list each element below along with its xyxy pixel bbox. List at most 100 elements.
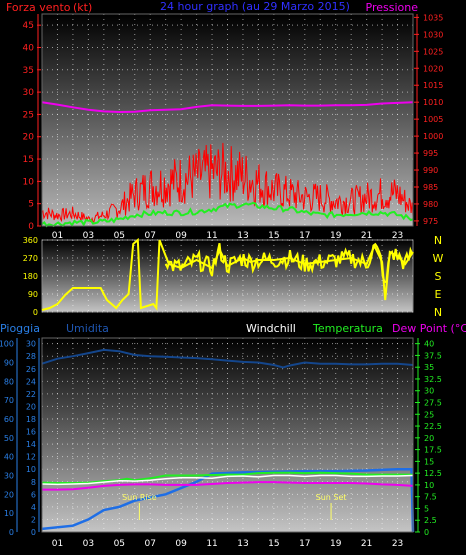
rain-tick-label: 60 [4,415,14,424]
direction-tick-label: 180 [23,272,38,281]
x-tick-label: 11 [206,539,217,549]
y-left-tick-label: 30 [23,88,35,98]
rain-tick-label: 50 [4,434,14,443]
compass-label: S [435,270,442,283]
temperature-line [41,471,413,484]
sun-rise-label: Sun Rise [122,493,157,502]
temperature-tick-label: 30 [424,387,434,396]
x-tick-label: 01 [52,231,63,241]
compass-label: E [435,288,442,301]
x-tick-label: 13 [237,231,248,241]
sun-set-label: Sun Set [316,493,347,502]
rain-tick-label: 70 [4,396,14,405]
label-pioggia: Pioggia [0,322,40,335]
y-right-tick-label: 1030 [423,30,443,39]
temperature-tick-label: 32.5 [424,375,442,384]
temperature-tick-label: 7.5 [424,493,437,502]
y-left-tick-label: 0 [28,222,34,232]
humidity-tick-label: 22 [26,390,36,399]
label-dewpoint: Dew Point (°C) [392,322,466,335]
direction-tick-label: 0 [33,308,38,317]
x-tick-label: 19 [330,231,342,241]
panel-wind-pressure-frame [41,13,414,227]
label-temperatura: Temperatura [312,322,383,335]
direction-tick-label: 360 [23,236,38,245]
rain-tick-label: 0 [9,528,14,537]
humidity-tick-label: 10 [26,465,36,474]
panel-rain-temp-bg [42,338,413,532]
humidity-tick-label: 30 [26,340,36,349]
x-tick-label: 17 [299,231,310,241]
temperature-tick-label: 40 [424,340,434,349]
wind-average-line [41,201,414,228]
panel-rain-temp-frame [41,337,414,533]
x-tick-label: 01 [52,539,63,549]
y-left-tick-label: 15 [23,155,34,165]
y-right-tick-label: 1020 [423,64,443,73]
humidity-tick-label: 16 [26,428,36,437]
x-tick-label: 15 [268,539,279,549]
temperature-tick-label: 25 [424,410,434,419]
rain-tick-label: 90 [4,358,14,367]
humidity-tick-label: 6 [31,490,36,499]
y-right-tick-label: 1000 [423,132,443,141]
chart-title: 24 hour graph (au 29 Marzo 2015) [160,0,350,13]
temperature-tick-label: 2.5 [424,516,437,525]
label-umidita: Umidita [66,322,109,335]
humidity-tick-label: 28 [26,352,36,361]
x-tick-label: 03 [83,539,94,549]
temperature-tick-label: 5 [424,504,429,513]
wind-speed-line [41,142,414,223]
x-tick-label: 17 [299,539,310,549]
x-tick-label: 11 [206,231,217,241]
direction-tick-label: 90 [28,290,38,299]
temperature-tick-label: 35 [424,363,434,372]
compass-label: N [434,234,442,247]
dewpoint-line [42,481,414,491]
x-tick-label: 21 [361,539,372,549]
temperature-tick-label: 27.5 [424,399,442,408]
y-right-tick-label: 1025 [423,47,443,56]
temperature-tick-label: 17.5 [424,446,442,455]
compass-label: N [434,306,442,319]
rain-tick-label: 30 [4,471,14,480]
label-windchill: Windchill [246,322,296,335]
y-left-tick-label: 10 [23,177,35,187]
x-tick-label: 23 [392,539,403,549]
rain-tick-label: 10 [4,509,14,518]
rain-tick-label: 100 [0,340,14,349]
humidity-tick-label: 14 [26,440,36,449]
humidity-line [41,348,414,369]
temperature-tick-label: 0 [424,528,429,537]
y-left-tick-label: 35 [23,66,34,76]
windchill-line [41,474,414,486]
y-right-tick-label: 975 [423,217,438,226]
x-tick-label: 15 [268,231,279,241]
header-left-unit: (kt) [73,1,92,14]
y-left-tick-label: 20 [23,133,35,143]
humidity-tick-label: 26 [26,365,36,374]
x-tick-label: 09 [175,231,187,241]
x-tick-label: 05 [114,539,125,549]
humidity-tick-label: 8 [31,478,36,487]
y-right-tick-label: 980 [423,200,438,209]
header-left-label: Forza vento [6,1,71,14]
y-right-tick-label: 985 [423,183,438,192]
humidity-tick-label: 12 [26,453,36,462]
rain-tick-label: 20 [4,490,14,499]
y-right-tick-label: 1015 [423,81,443,90]
humidity-tick-label: 18 [26,415,36,424]
y-left-tick-label: 5 [28,200,34,210]
x-tick-label: 21 [361,231,372,241]
temperature-tick-label: 15 [424,457,434,466]
compass-label: W [433,252,444,265]
humidity-tick-label: 4 [31,503,36,512]
x-tick-label: 23 [392,231,403,241]
x-tick-label: 13 [237,539,248,549]
y-right-tick-label: 1010 [423,98,443,107]
rain-line [41,467,415,533]
y-right-tick-label: 1035 [423,13,443,22]
x-tick-label: 03 [83,231,94,241]
temperature-tick-label: 20 [424,434,434,443]
pressure-line [41,101,414,114]
